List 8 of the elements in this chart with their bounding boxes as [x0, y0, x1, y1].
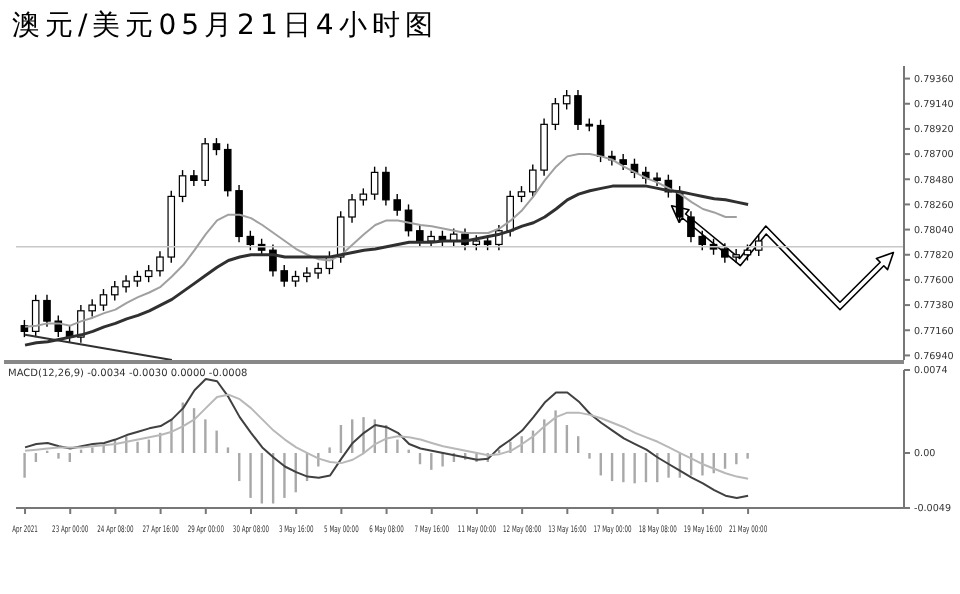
- line-series: [24, 393, 750, 480]
- candlestick: [178, 169, 187, 203]
- candlestick: [99, 288, 108, 312]
- line-series: [24, 377, 750, 499]
- candlestick: [370, 165, 379, 201]
- candlestick: [551, 97, 560, 131]
- chart-title: 澳元/美元05月21日4小时图: [12, 8, 438, 44]
- candlestick: [506, 189, 514, 238]
